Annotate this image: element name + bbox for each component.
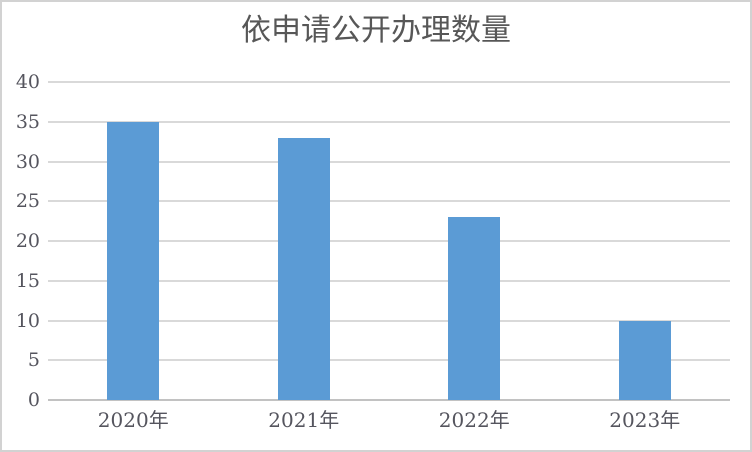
y-tick-label: 15 xyxy=(15,269,40,292)
y-tick-label: 10 xyxy=(15,309,40,332)
y-tick-label: 30 xyxy=(15,150,40,173)
bar-2022年 xyxy=(448,217,501,400)
y-tick-label: 20 xyxy=(15,230,40,252)
bar-2023年 xyxy=(618,320,671,400)
y-tick-label: 5 xyxy=(27,349,40,372)
gridline xyxy=(48,359,730,362)
y-tick-label: 40 xyxy=(15,71,40,93)
bar-2020年 xyxy=(107,121,160,400)
y-tick-label: 0 xyxy=(27,389,40,411)
y-tick-label: 35 xyxy=(15,110,40,133)
x-tick-label: 2020年 xyxy=(97,408,169,432)
x-tick-label: 2022年 xyxy=(438,408,510,432)
x-tick-label: 2023年 xyxy=(609,408,681,432)
gridline xyxy=(48,240,730,242)
gridline xyxy=(48,81,730,83)
gridline xyxy=(48,279,730,282)
gridline xyxy=(48,160,730,163)
y-tick-label: 25 xyxy=(15,190,40,213)
gridline xyxy=(48,120,730,123)
gridline xyxy=(48,200,730,203)
bar-2021年 xyxy=(277,137,330,400)
chart-title: 依申请公开办理数量 xyxy=(241,13,511,48)
gridline xyxy=(48,319,730,322)
x-axis-line xyxy=(48,399,730,401)
x-tick-label: 2021年 xyxy=(268,408,340,432)
